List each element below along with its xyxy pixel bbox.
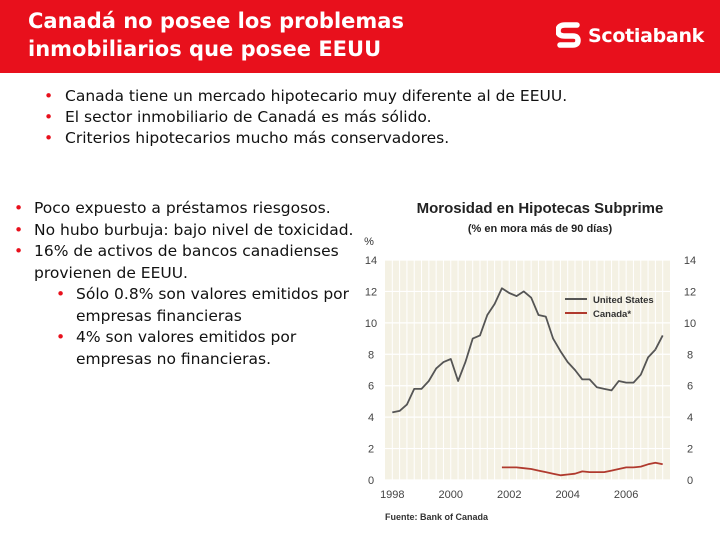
chart-subtitle: (% en mora más de 90 días) xyxy=(468,223,613,235)
y-tick-label-right: 14 xyxy=(684,255,696,267)
y-tick-label-right: 2 xyxy=(687,444,693,456)
x-tick-label: 1998 xyxy=(380,489,404,501)
chart-title: Morosidad en Hipotecas Subprime xyxy=(417,200,664,217)
left-bullet-2: No hubo burbuja: bajo nivel de toxicidad… xyxy=(14,220,354,242)
x-tick-label: 2006 xyxy=(614,489,638,501)
subprime-delinquency-chart: Morosidad en Hipotecas Subprime (% en mor… xyxy=(364,200,696,522)
slide-title: Canadá no posee los problemas inmobiliar… xyxy=(28,9,404,61)
left-bullet-list: Poco expuesto a préstamos riesgosos. No … xyxy=(14,198,354,370)
sub-bullet-2: 4% son valores emitidos por empresas no … xyxy=(56,327,354,370)
sub-bullet-1: Sólo 0.8% son valores emitidos por empre… xyxy=(56,284,354,327)
series-line-1-end xyxy=(654,335,664,350)
scotiabank-s-icon xyxy=(556,22,581,48)
logo-text: Scotiabank xyxy=(588,25,705,47)
plot-background xyxy=(385,260,670,480)
x-tick-label: 2004 xyxy=(555,489,579,501)
y-tick-label-right: 12 xyxy=(684,286,696,298)
y-tick-label-left: 10 xyxy=(365,318,377,330)
top-bullet-2: El sector inmobiliario de Canadá es más … xyxy=(44,107,567,128)
x-tick-label: 2002 xyxy=(497,489,521,501)
y-tick-label-left: 14 xyxy=(365,255,377,267)
top-bullet-3: Criterios hipotecarios mucho más conserv… xyxy=(44,128,567,149)
series-line-1 xyxy=(392,287,657,414)
left-bullet-3-text: 16% de activos de bancos canadienses pro… xyxy=(34,242,339,282)
y-tick-label-left: 12 xyxy=(365,286,377,298)
series-line-2 xyxy=(501,461,663,477)
y-tick-label-left: 0 xyxy=(368,475,374,487)
y-tick-label-right: 0 xyxy=(687,475,693,487)
y-tick-label-left: 4 xyxy=(368,412,374,424)
y-tick-label-right: 8 xyxy=(687,349,693,361)
y-tick-label-right: 6 xyxy=(687,381,693,393)
y-tick-label-right: 10 xyxy=(684,318,696,330)
x-tick-label: 2000 xyxy=(439,489,463,501)
y-tick-label-left: 8 xyxy=(368,349,374,361)
top-bullet-list: Canada tiene un mercado hipotecario muy … xyxy=(44,86,567,149)
left-bullet-1: Poco expuesto a préstamos riesgosos. xyxy=(14,198,354,220)
left-bullet-3: 16% de activos de bancos canadienses pro… xyxy=(14,241,354,370)
sub-bullet-list: Sólo 0.8% son valores emitidos por empre… xyxy=(34,284,354,370)
legend-entry-1: United States xyxy=(593,295,654,306)
legend-entry-2: Canada* xyxy=(593,309,631,320)
title-bar: Canadá no posee los problemas inmobiliar… xyxy=(0,0,720,73)
y-tick-label-right: 4 xyxy=(687,412,693,424)
y-tick-label-left: 2 xyxy=(368,444,374,456)
top-bullet-1: Canada tiene un mercado hipotecario muy … xyxy=(44,86,567,107)
y-tick-label-left: 6 xyxy=(368,381,374,393)
chart-source: Fuente: Bank of Canada xyxy=(385,512,489,522)
y-axis-label: % xyxy=(364,236,374,248)
scotiabank-logo: Scotiabank xyxy=(556,20,704,52)
